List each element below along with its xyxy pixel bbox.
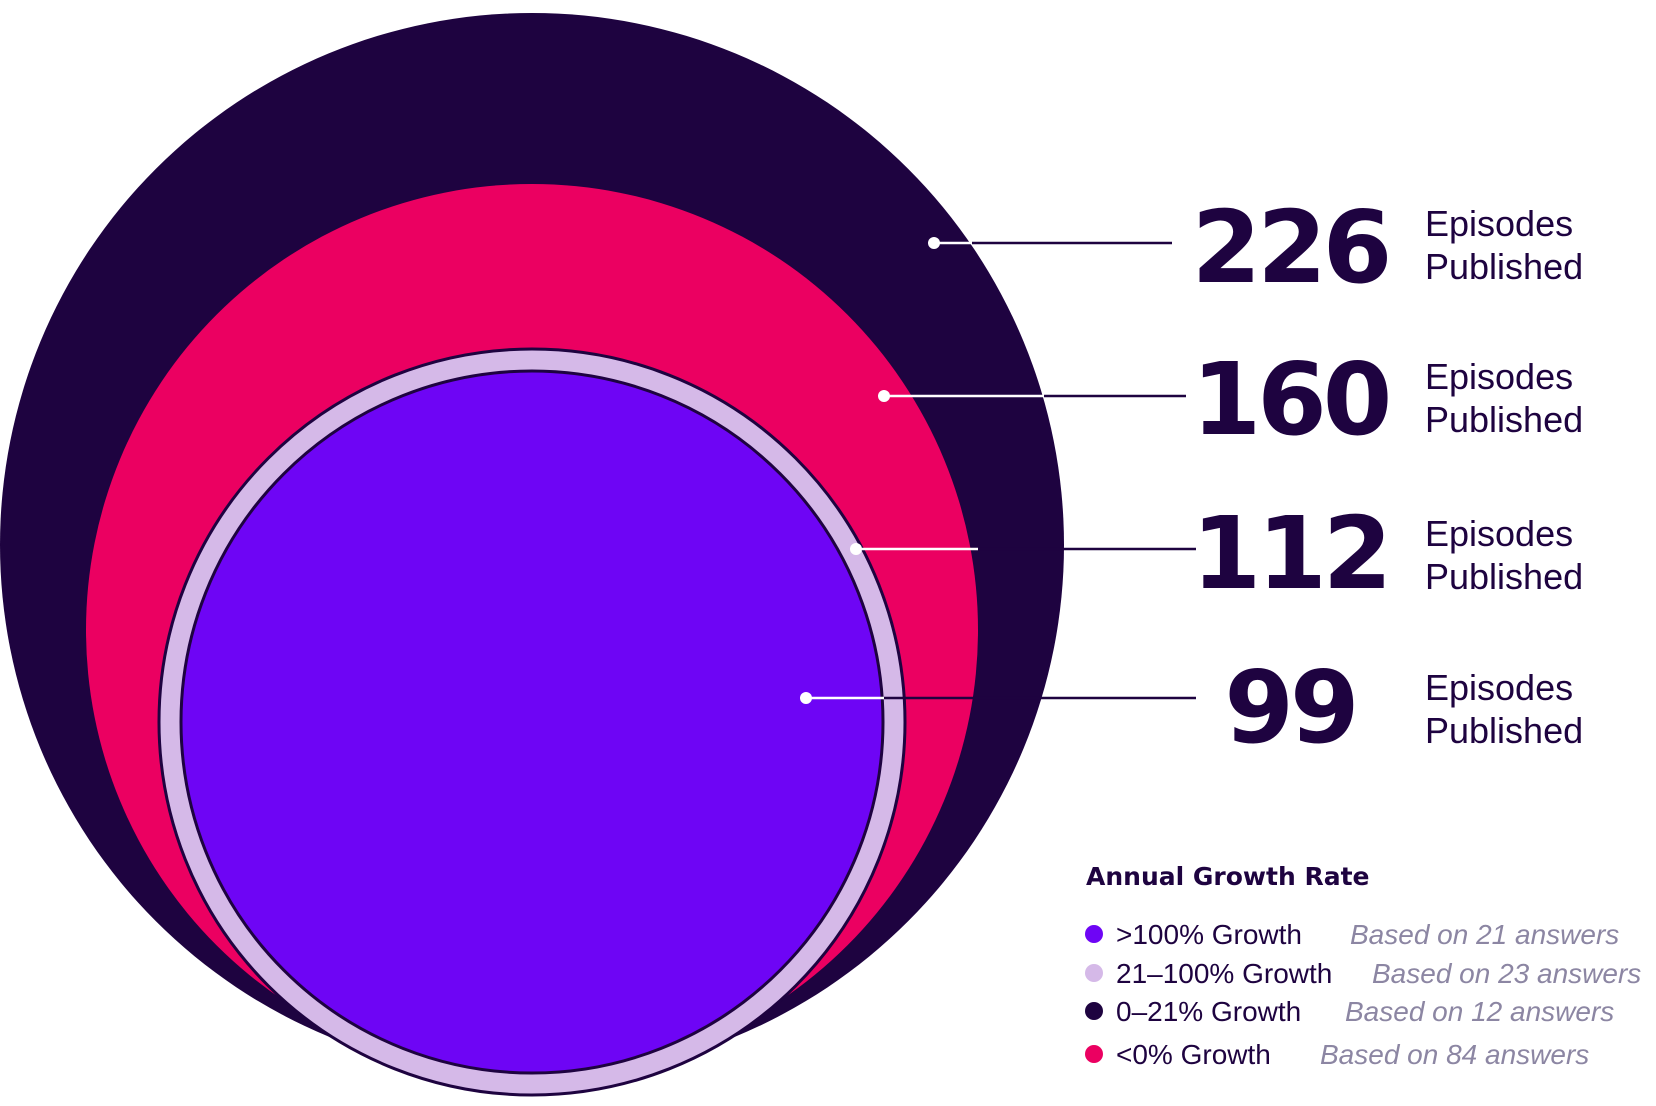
leader-dot-99 (800, 692, 812, 704)
legend-swatch-21-100 (1085, 964, 1103, 982)
callout-desc-112-line1: Episodes (1425, 513, 1573, 554)
legend-note-over-100: Based on 21 answers (1350, 919, 1619, 950)
legend-label-21-100: 21–100% Growth (1116, 958, 1332, 989)
leader-dot-226 (928, 237, 940, 249)
callout-value-226: 226 (1192, 189, 1389, 306)
legend: Annual Growth Rate >100% Growth Based on… (1085, 862, 1641, 1070)
legend-label-over-100: >100% Growth (1116, 919, 1302, 950)
leader-dot-160 (878, 390, 890, 402)
legend-title: Annual Growth Rate (1086, 862, 1369, 891)
legend-label-0-21: 0–21% Growth (1116, 996, 1301, 1027)
callout-value-112: 112 (1192, 495, 1389, 612)
legend-label-under-0: <0% Growth (1116, 1039, 1271, 1070)
callout-value-160: 160 (1192, 341, 1389, 458)
callout-desc-160-line2: Published (1425, 399, 1583, 440)
leader-dot-112 (850, 543, 862, 555)
legend-note-0-21: Based on 12 answers (1345, 996, 1614, 1027)
legend-swatch-under-0 (1085, 1045, 1103, 1063)
callout-desc-99-line2: Published (1425, 710, 1583, 751)
callout-value-99: 99 (1224, 649, 1355, 766)
legend-note-under-0: Based on 84 answers (1320, 1039, 1589, 1070)
legend-note-21-100: Based on 23 answers (1372, 958, 1641, 989)
legend-swatch-over-100 (1085, 925, 1103, 943)
callout-desc-226-line2: Published (1425, 246, 1583, 287)
legend-swatch-0-21 (1085, 1002, 1103, 1020)
callout-desc-226-line1: Episodes (1425, 203, 1573, 244)
callout-desc-160-line1: Episodes (1425, 356, 1573, 397)
circle-over-100-growth (179, 369, 885, 1075)
callout-desc-99-line1: Episodes (1425, 667, 1573, 708)
callout-desc-112-line2: Published (1425, 556, 1583, 597)
leader-lines (800, 237, 1196, 704)
